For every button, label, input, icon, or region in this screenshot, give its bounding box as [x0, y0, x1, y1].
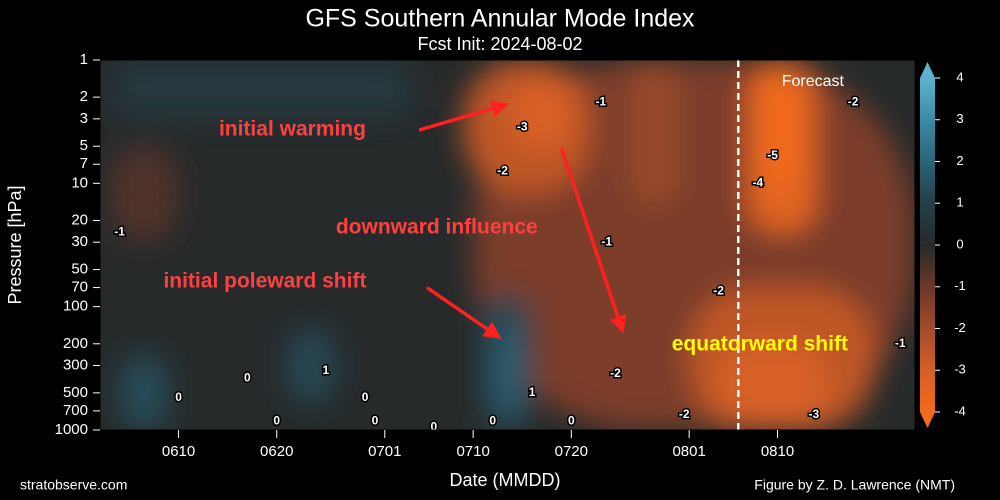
colorbar-tick-label: -2	[954, 320, 966, 335]
x-tick-label: 0720	[555, 443, 588, 460]
x-tick-label: 0801	[672, 443, 705, 460]
y-tick-label: 200	[63, 335, 88, 352]
colorbar-tick-label: -3	[954, 362, 966, 377]
contour-label: -1	[601, 234, 612, 248]
y-tick-label: 20	[71, 211, 88, 228]
forecast-label: Forecast	[782, 73, 845, 90]
field-region	[718, 343, 827, 430]
contour-label: 0	[431, 419, 438, 433]
y-tick-label: 500	[63, 384, 88, 401]
x-tick-label: 0610	[162, 443, 195, 460]
contour-label: -5	[767, 148, 778, 162]
footer-right: Figure by Z. D. Lawrence (NMT)	[754, 477, 955, 493]
y-tick-label: 700	[63, 402, 88, 419]
field-region	[109, 60, 415, 119]
field-region	[512, 81, 572, 147]
plot-frame	[99, 59, 916, 431]
footer-left: stratobserve.com	[20, 477, 127, 493]
contour-label: 0	[362, 390, 369, 404]
y-tick-label: 2	[80, 88, 88, 105]
y-tick-label: 1000	[55, 421, 88, 438]
colorbar-extend-top	[920, 62, 935, 78]
contour-label: 0	[372, 413, 379, 427]
y-tick-label: 30	[71, 233, 88, 250]
field-region	[492, 328, 523, 411]
field-region	[630, 60, 680, 206]
x-tick-label: 0810	[761, 443, 794, 460]
contour-label: -2	[848, 94, 859, 108]
contour-label: -2	[679, 407, 690, 421]
contour-label: -2	[497, 164, 508, 178]
annotation: downward influence	[336, 215, 538, 238]
chart-subtitle: Fcst Init: 2024-08-02	[417, 34, 582, 54]
x-tick-label: 0620	[260, 443, 293, 460]
contour-label: -2	[610, 366, 621, 380]
y-tick-label: 300	[63, 356, 88, 373]
y-tick-label: 100	[63, 298, 88, 315]
colorbar-tick-label: -1	[954, 278, 966, 293]
blobs	[109, 60, 915, 430]
annotation: equatorward shift	[672, 333, 848, 356]
colorbar-tick-label: 2	[956, 153, 963, 168]
colorbar-extend-bottom	[920, 412, 935, 428]
contour-label: 0	[568, 413, 575, 427]
contour-label: 0	[489, 413, 496, 427]
contour-label: 0	[273, 413, 280, 427]
contour-label: -2	[713, 283, 724, 297]
colorbar	[920, 78, 935, 412]
contour-label: -4	[753, 176, 764, 190]
y-tick-label: 1	[80, 51, 88, 68]
y-tick-label: 3	[80, 110, 88, 127]
y-tick-label: 10	[71, 174, 88, 191]
x-axis-label: Date (MMDD)	[450, 470, 561, 490]
x-tick-label: 0710	[456, 443, 489, 460]
contour-label: 1	[529, 385, 536, 399]
contour-label: -1	[895, 336, 906, 350]
field-region	[286, 328, 336, 403]
contour-label: -3	[809, 407, 820, 421]
x-tick-label: 0701	[368, 443, 401, 460]
contour-label: -3	[517, 119, 528, 133]
contour-label: 1	[322, 363, 329, 377]
y-tick-label: 7	[80, 155, 88, 172]
field-region	[109, 146, 179, 243]
colorbar-tick-label: 0	[956, 236, 963, 251]
field-region	[119, 355, 169, 430]
annotation: initial poleward shift	[163, 269, 366, 292]
field	[100, 60, 915, 430]
field-region	[757, 81, 798, 184]
colorbar-tick-label: 4	[956, 69, 963, 84]
chart-title: GFS Southern Annular Mode Index	[305, 5, 695, 33]
y-tick-label: 50	[71, 261, 88, 278]
annotation-arrow	[425, 286, 502, 339]
annotation-arrow	[418, 100, 509, 132]
contour-label: -1	[114, 225, 125, 239]
contour-label: 0	[244, 370, 251, 384]
colorbar-tick-label: 3	[956, 111, 963, 126]
annotation: initial warming	[219, 118, 366, 141]
colorbar-tick-label: -4	[954, 403, 966, 418]
y-tick-label: 5	[80, 137, 88, 154]
colorbar-tick-label: 1	[956, 195, 963, 210]
contour-label: 0	[175, 390, 182, 404]
y-tick-label: 70	[71, 279, 88, 296]
y-axis-label: Pressure [hPa]	[5, 185, 25, 304]
contour-label: -1	[595, 94, 606, 108]
annotation-arrow	[559, 147, 627, 334]
